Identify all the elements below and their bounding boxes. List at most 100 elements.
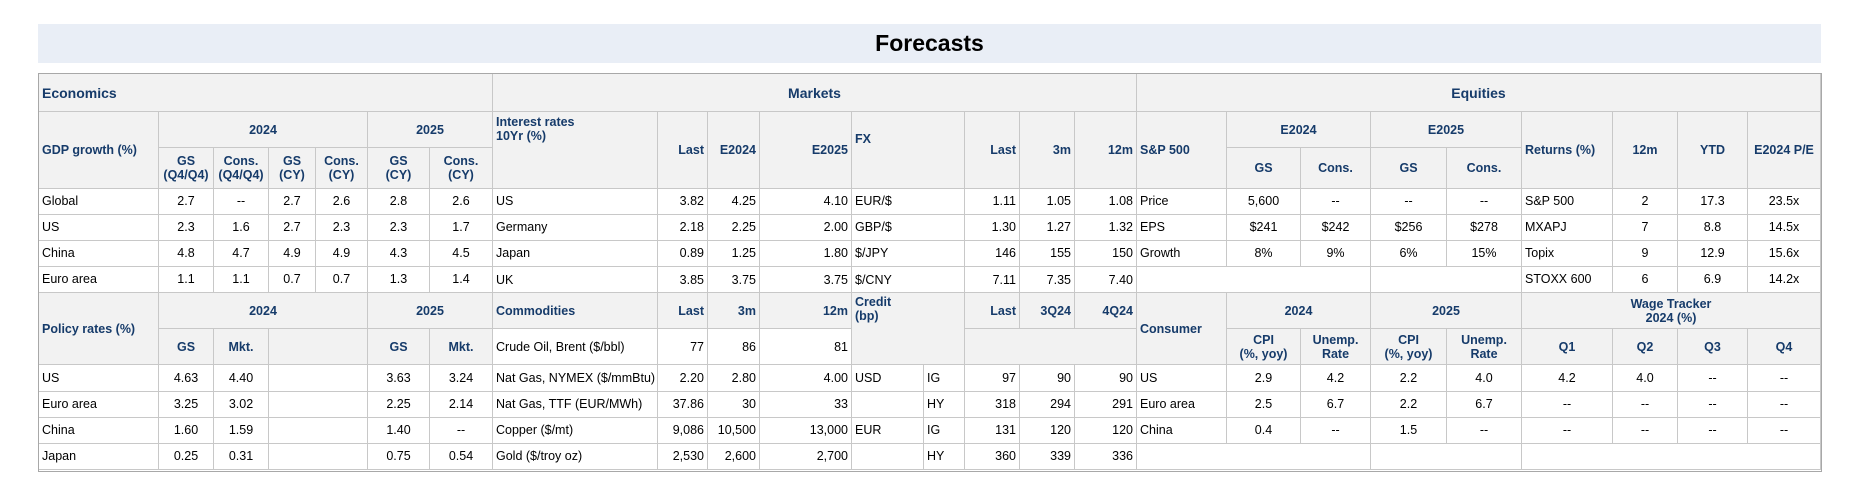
row-label: GBP/$ bbox=[851, 213, 965, 241]
row-label: STOXX 600 bbox=[1521, 265, 1613, 294]
sp500-year2: E2025 bbox=[1370, 111, 1522, 149]
empty-cell bbox=[1136, 265, 1371, 294]
empty-cell bbox=[1520, 442, 1822, 471]
table-row: Nat Gas, NYMEX ($/mmBtu) 2.20 2.80 4.00 … bbox=[492, 364, 1138, 392]
markets-panel: Markets Interest rates 10Yr (%) Last E20… bbox=[491, 72, 1138, 471]
table-cell: 7.11 bbox=[964, 265, 1020, 294]
row-label: Euro area bbox=[38, 390, 159, 418]
wage-label: Wage Tracker 2024 (%) bbox=[1520, 292, 1822, 330]
gdp-label: GDP growth (%) bbox=[38, 111, 159, 189]
table-cell: 4.00 bbox=[759, 364, 852, 392]
sp500-col-header: GS bbox=[1226, 147, 1301, 189]
table-cell: 1.5 bbox=[1370, 416, 1447, 444]
table-cell: 6% bbox=[1370, 239, 1447, 267]
table-row: US 2.9 4.2 2.2 4.0 4.2 4.0 -- -- bbox=[1136, 364, 1822, 392]
table-cell: 0.25 bbox=[158, 442, 214, 471]
table-row: Euro area 1.1 1.1 0.7 0.7 1.3 1.4 bbox=[38, 265, 493, 294]
table-cell: 3.75 bbox=[759, 265, 852, 294]
table-cell: -- bbox=[1300, 187, 1371, 215]
table-cell: 1.80 bbox=[759, 239, 852, 267]
table-cell: -- bbox=[1677, 416, 1748, 444]
table-cell: 0.31 bbox=[213, 442, 269, 471]
table-cell: 1.40 bbox=[367, 416, 430, 444]
empty-cell bbox=[268, 328, 368, 366]
row-label: Nat Gas, TTF (EUR/MWh) bbox=[492, 390, 658, 418]
table-cell: 9% bbox=[1300, 239, 1371, 267]
table-cell: 10,500 bbox=[707, 416, 760, 444]
credit-grade: HY bbox=[923, 390, 965, 418]
row-label: Euro area bbox=[1136, 390, 1227, 418]
gdp-col-header: Cons. (CY) bbox=[429, 147, 493, 189]
table-cell: 90 bbox=[1073, 364, 1138, 392]
table-cell: 2.6 bbox=[429, 187, 493, 215]
gdp-year2: 2025 bbox=[367, 111, 493, 149]
row-label: China bbox=[38, 416, 159, 444]
table-cell: 155 bbox=[1019, 239, 1075, 267]
table-row: Nat Gas, TTF (EUR/MWh) 37.86 30 33 HY 31… bbox=[492, 390, 1138, 418]
wage-col-header: Q2 bbox=[1612, 328, 1678, 366]
table-cell: 15.6x bbox=[1746, 239, 1822, 267]
table-cell: 3.02 bbox=[213, 390, 269, 418]
table-cell: 0.54 bbox=[429, 442, 493, 471]
row-label: US bbox=[1136, 364, 1227, 392]
table-cell: 7.40 bbox=[1073, 265, 1138, 294]
table-cell: -- bbox=[1446, 187, 1522, 215]
table-cell: 2.20 bbox=[657, 364, 708, 392]
returns-label: Returns (%) bbox=[1521, 111, 1613, 189]
empty-cell bbox=[268, 416, 368, 444]
table-cell: -- bbox=[1612, 416, 1678, 444]
credit-label: Credit (bp) bbox=[851, 292, 965, 366]
empty-cell bbox=[268, 364, 368, 392]
table-cell: 6.7 bbox=[1446, 390, 1522, 418]
table-cell: 4.10 bbox=[759, 187, 852, 215]
table-cell: 0.89 bbox=[657, 239, 708, 267]
credit-col-header: 4Q24 bbox=[1073, 292, 1138, 330]
credit-col-header: Last bbox=[964, 292, 1020, 330]
fx-col-header: 3m bbox=[1019, 111, 1075, 189]
row-label: Gold ($/troy oz) bbox=[492, 442, 658, 471]
table-row: Euro area 2.5 6.7 2.2 6.7 -- -- -- -- bbox=[1136, 390, 1822, 418]
table-cell: 2,530 bbox=[657, 442, 708, 471]
table-cell: 3.63 bbox=[367, 364, 430, 392]
table-cell: 294 bbox=[1019, 390, 1075, 418]
table-cell: 37.86 bbox=[657, 390, 708, 418]
row-label: Germany bbox=[492, 213, 658, 241]
table-cell: 2.18 bbox=[657, 213, 708, 241]
table-cell: 81 bbox=[759, 328, 852, 366]
consumer-year2: 2025 bbox=[1370, 292, 1522, 330]
wage-col-header: Q1 bbox=[1521, 328, 1613, 366]
row-label: Copper ($/mt) bbox=[492, 416, 658, 444]
table-cell: 30 bbox=[707, 390, 760, 418]
table-cell: 0.7 bbox=[268, 265, 316, 294]
fx-label: FX bbox=[851, 111, 965, 189]
table-row: Japan 0.89 1.25 1.80 $/JPY 146 155 150 bbox=[492, 239, 1138, 267]
equities-panel: Equities S&P 500 E2024 E2025 Returns (%)… bbox=[1135, 72, 1822, 471]
table-row: UK 3.85 3.75 3.75 $/CNY 7.11 7.35 7.40 bbox=[492, 265, 1138, 294]
table-cell: 2.7 bbox=[268, 187, 316, 215]
table-cell: $242 bbox=[1300, 213, 1371, 241]
table-cell: -- bbox=[213, 187, 269, 215]
row-label: US bbox=[38, 213, 159, 241]
empty-cell bbox=[1370, 265, 1522, 294]
table-cell: -- bbox=[1370, 187, 1447, 215]
policy-col-header: Mkt. bbox=[429, 328, 493, 366]
policy-col-header: Mkt. bbox=[213, 328, 269, 366]
table-cell: 14.5x bbox=[1746, 213, 1822, 241]
table-row: Gold ($/troy oz) 2,530 2,600 2,700 HY 36… bbox=[492, 442, 1138, 471]
table-cell: 9 bbox=[1612, 239, 1678, 267]
table-cell: 6.9 bbox=[1677, 265, 1748, 294]
table-cell: 0.7 bbox=[315, 265, 368, 294]
table-cell: 8.8 bbox=[1677, 213, 1748, 241]
table-row: Growth 8% 9% 6% 15% Topix 9 12.9 15.6x bbox=[1136, 239, 1822, 267]
table-cell: 14.2x bbox=[1746, 265, 1822, 294]
credit-grade: HY bbox=[923, 442, 965, 471]
table-cell: 146 bbox=[964, 239, 1020, 267]
table-cell: 97 bbox=[964, 364, 1020, 392]
returns-col-header: 12m bbox=[1612, 111, 1678, 189]
economics-table: Economics GDP growth (%) 2024 2025 GS (Q… bbox=[38, 72, 493, 471]
row-label: EPS bbox=[1136, 213, 1227, 241]
gdp-year1: 2024 bbox=[158, 111, 368, 149]
commodities-col-header: Last bbox=[657, 292, 708, 330]
table-row: Price 5,600 -- -- -- S&P 500 2 17.3 23.5… bbox=[1136, 187, 1822, 215]
table-cell: 6.7 bbox=[1300, 390, 1371, 418]
